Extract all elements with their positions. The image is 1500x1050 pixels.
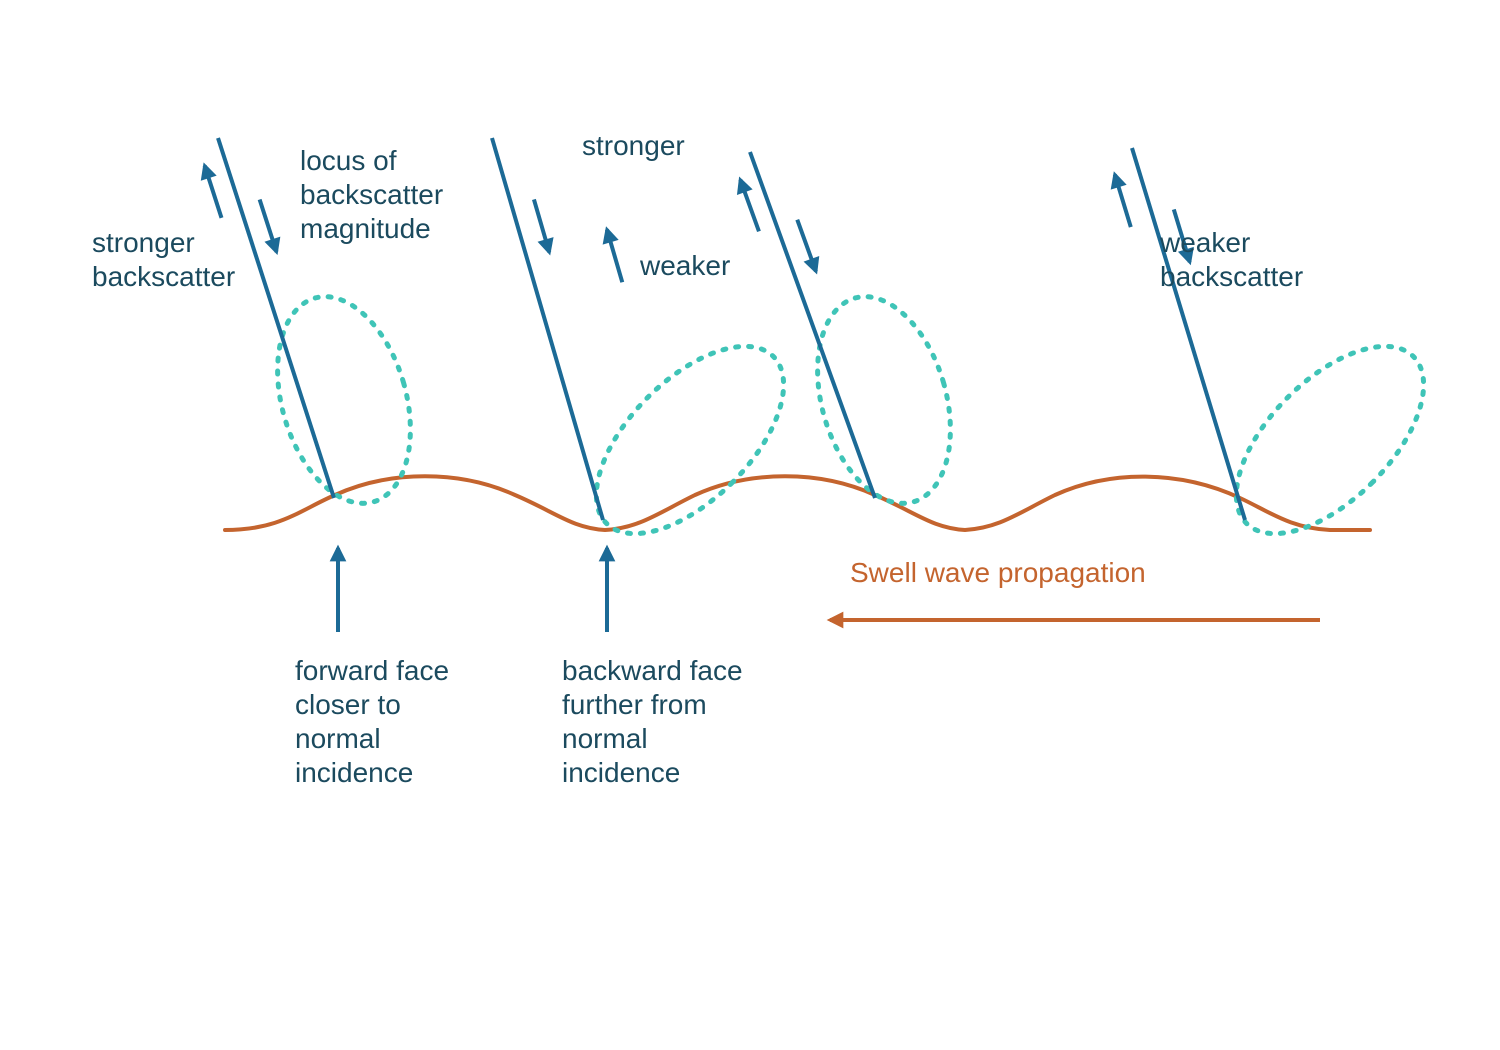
- ray-1-forward-backscatter-arrow: [205, 166, 222, 218]
- forward_face-label: forward facecloser tonormalincidence: [295, 655, 449, 788]
- ray-3-forward: [750, 152, 875, 498]
- ray-4-backward: [1132, 148, 1245, 520]
- locus-label: locus ofbackscattermagnitude: [300, 145, 443, 244]
- stronger-label: stronger: [582, 130, 685, 161]
- ray-3-forward-lobe: [795, 281, 973, 519]
- ray-1-forward-incident-arrow: [260, 200, 277, 252]
- ray-3-forward-backscatter-arrow: [740, 180, 759, 232]
- ray-2-backward-backscatter-arrow: [607, 229, 622, 282]
- ray-4-backward-backscatter-arrow: [1115, 174, 1131, 227]
- swell-label: Swell wave propagation: [850, 557, 1146, 588]
- ray-1-forward-lobe: [255, 281, 433, 519]
- ray-2-backward: [492, 138, 603, 520]
- weaker-label: weaker: [639, 250, 730, 281]
- stronger_backscatter-label: strongerbackscatter: [92, 227, 235, 292]
- ray-2-backward-incident-arrow: [534, 199, 549, 252]
- ray-3-forward-incident-arrow: [797, 220, 816, 272]
- weaker_backscatter-label: weakerbackscatter: [1159, 227, 1303, 292]
- backward_face-label: backward facefurther fromnormalincidence: [562, 655, 743, 788]
